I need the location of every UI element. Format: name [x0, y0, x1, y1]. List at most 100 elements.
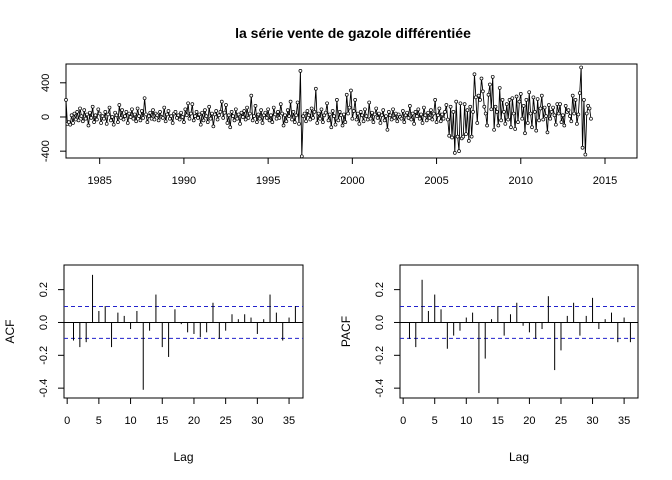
data-point [340, 123, 345, 128]
data-point [426, 110, 430, 115]
data-point [82, 108, 87, 113]
data-point [155, 113, 160, 118]
data-point [528, 111, 533, 116]
data-point [535, 97, 540, 101]
data-point [478, 98, 482, 102]
data-point [513, 127, 518, 131]
data-point [264, 115, 269, 120]
y-tick-label: 0.0 [38, 315, 50, 330]
data-point [427, 115, 432, 120]
x-tick-label: 2000 [340, 175, 364, 187]
data-point [224, 103, 228, 107]
data-point [102, 116, 106, 121]
data-point [266, 107, 270, 112]
data-point [277, 115, 282, 120]
data-point [409, 117, 414, 122]
data-point [302, 111, 307, 116]
data-point [527, 90, 532, 95]
data-point [257, 116, 262, 121]
data-point [534, 128, 539, 133]
data-point [207, 104, 212, 109]
y-axis-label: ACF [3, 320, 17, 344]
x-tick-label: 25 [220, 415, 232, 427]
data-point [488, 82, 492, 87]
data-point [311, 115, 315, 120]
data-point [502, 109, 506, 114]
plot-frame [399, 264, 639, 399]
y-tick-label: 0.0 [374, 315, 386, 330]
data-point [483, 111, 488, 116]
data-point [499, 118, 503, 123]
data-point [204, 114, 209, 118]
data-point [196, 115, 200, 120]
data-point [558, 102, 562, 107]
acf-panel: -0.4 -0.2 0.0 0.2 0 5 10 15 20 25 30 35 Lag ACF [3, 264, 304, 464]
y-tick-label: -0.4 [374, 379, 386, 398]
data-point [525, 121, 530, 125]
data-point [493, 104, 498, 109]
y-tick-label: -0.4 [38, 379, 50, 398]
data-point [361, 119, 366, 124]
data-point [255, 120, 259, 124]
data-point [556, 111, 561, 116]
data-point [117, 103, 122, 107]
data-point [144, 112, 148, 117]
data-point [236, 112, 241, 117]
data-point [537, 118, 541, 123]
data-point [111, 122, 116, 127]
data-point [90, 104, 95, 109]
data-point [139, 109, 144, 113]
data-point [229, 109, 234, 114]
data-point [290, 117, 294, 122]
y-tick-label: 0 [40, 114, 52, 120]
data-point [388, 113, 393, 118]
data-point [83, 116, 88, 121]
data-point [408, 104, 412, 108]
data-point [158, 109, 162, 114]
data-point [559, 120, 564, 124]
data-point [104, 121, 109, 126]
x-tick-label: 2010 [509, 175, 533, 187]
data-point [416, 107, 421, 112]
x-tick-label: 5 [96, 415, 102, 427]
data-point [239, 110, 244, 115]
data-point [406, 115, 411, 120]
data-point [415, 114, 419, 118]
data-point [492, 127, 496, 132]
y-tick-label: 400 [40, 74, 52, 92]
data-point [438, 119, 443, 124]
data-point [392, 115, 397, 120]
data-point [231, 114, 235, 118]
data-point [412, 121, 416, 126]
data-point [548, 116, 553, 121]
data-point [228, 125, 233, 130]
data-point [458, 101, 463, 106]
data-point [496, 123, 501, 128]
chart-title: la série vente de gazole différentiée [235, 25, 471, 41]
data-point [219, 99, 224, 104]
data-point [523, 131, 527, 136]
data-point [572, 111, 576, 116]
data-point [68, 122, 73, 127]
data-point [245, 105, 249, 110]
data-point [316, 111, 321, 116]
data-point [71, 121, 75, 125]
data-point [378, 121, 383, 125]
y-tick-label: -0.2 [38, 346, 50, 365]
data-point [384, 114, 388, 118]
x-tick-label: 0 [400, 415, 406, 427]
data-point [579, 65, 583, 70]
data-point [110, 115, 115, 119]
data-point [180, 115, 185, 119]
data-point [379, 113, 384, 118]
data-point [284, 119, 289, 124]
data-point [285, 108, 290, 113]
data-point [457, 149, 461, 154]
data-point [109, 118, 113, 123]
data-point [201, 118, 206, 123]
data-point [580, 145, 585, 150]
x-tick-label: 30 [251, 415, 263, 427]
data-point [437, 106, 442, 111]
data-point [440, 112, 445, 117]
data-point [466, 139, 471, 143]
